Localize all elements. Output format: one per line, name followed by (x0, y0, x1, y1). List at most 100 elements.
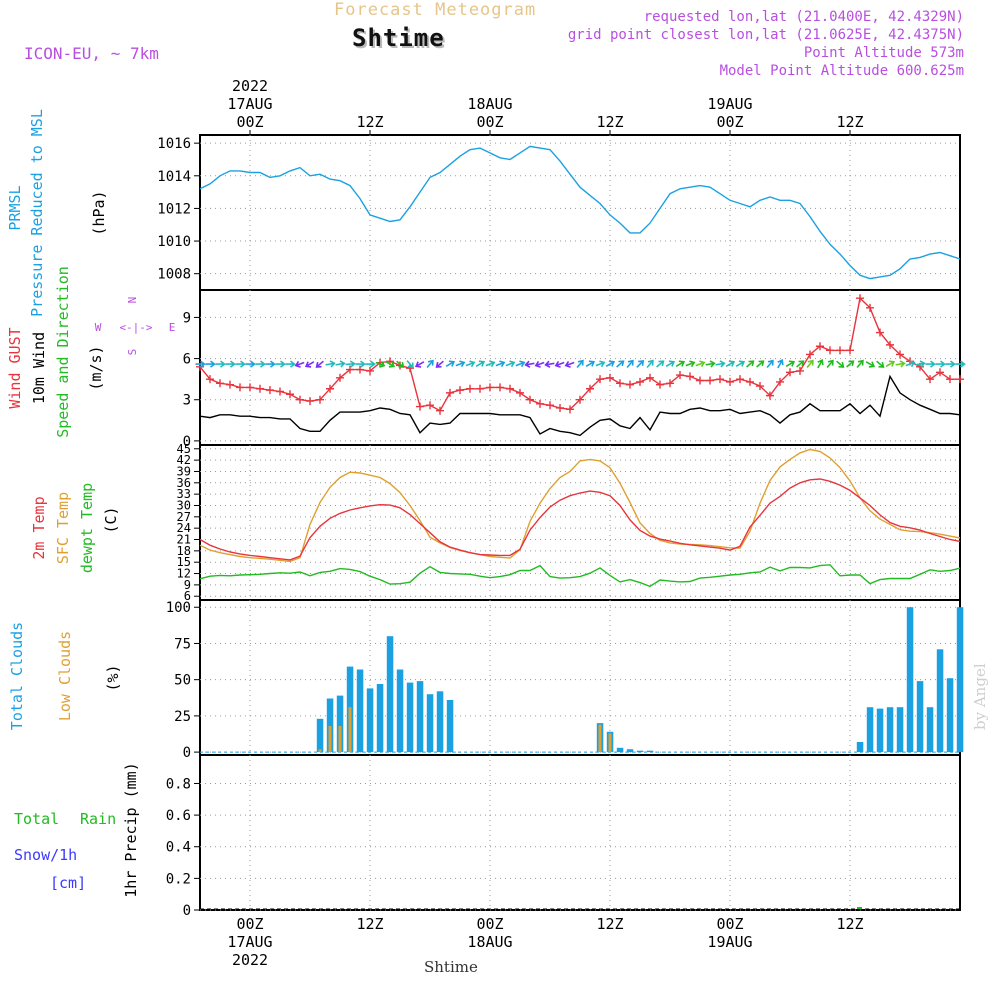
y-tick-label: 18 (177, 544, 191, 558)
wind-direction-arrow (756, 360, 765, 368)
y-tick-label: 9 (183, 310, 191, 326)
wind-direction-arrow (915, 360, 926, 368)
y-tick-label: 0 (183, 745, 191, 761)
wind-direction-arrow (414, 361, 425, 368)
wind-direction-arrow (636, 359, 645, 368)
requested-coords: requested lon,lat (21.0400E, 42.4329N) (643, 9, 964, 25)
total-cloud-bar (886, 707, 894, 753)
total-cloud-bar (926, 707, 934, 753)
gust-marker (496, 383, 504, 392)
label-total: Total (14, 810, 59, 828)
wind-direction-arrow (554, 360, 565, 368)
wind-direction-arrow (865, 361, 876, 368)
wind-direction-arrow (576, 359, 584, 369)
y-tick-label: 6 (183, 352, 191, 368)
gust-marker (776, 377, 784, 386)
total-cloud-bar (376, 684, 384, 753)
gust-marker (686, 372, 694, 381)
gust-marker (306, 397, 314, 406)
top-time-label: 00Z (476, 113, 503, 131)
wind-direction-arrow (876, 360, 885, 368)
gust-marker (616, 379, 624, 388)
wind-direction-arrow (665, 360, 676, 367)
wind-direction-arrow (524, 360, 535, 368)
compass-axis: <-|-> (119, 321, 152, 334)
total-cloud-bar (396, 669, 404, 753)
gust-marker (666, 379, 674, 388)
wind-direction-arrow (836, 360, 845, 368)
label-ms: (m/s) (87, 345, 105, 390)
top-time-label: 19AUG (707, 95, 752, 113)
total-cloud-bar (356, 669, 364, 753)
total-cloud-bar (646, 750, 654, 753)
wind-direction-arrow (945, 360, 956, 368)
y-tick-label: 12 (177, 567, 191, 581)
gust-marker (346, 365, 354, 374)
wind-direction-arrow (715, 360, 726, 368)
total-cloud-bar (946, 678, 954, 753)
total-cloud-bar (446, 700, 454, 753)
y-tick-label: 0.2 (166, 871, 191, 887)
wind-direction-arrow (856, 359, 864, 369)
y-tick-label: 15 (177, 555, 191, 569)
dewpoint-line (199, 564, 961, 588)
gust-marker (736, 375, 744, 384)
gust-marker (926, 375, 934, 384)
label-speed-direction: Speed and Direction (54, 266, 72, 438)
gust-marker (816, 342, 824, 351)
wind-direction-arrow (304, 361, 315, 368)
compass-n: N (126, 297, 139, 304)
wind-direction-arrow (245, 360, 256, 368)
total-cloud-bar (856, 742, 864, 753)
total-cloud-bar (316, 718, 324, 753)
gust-marker (336, 373, 344, 382)
gridpoint-coords: grid point closest lon,lat (21.0625E, 42… (567, 27, 964, 43)
bottom-time-label: 00Z (476, 915, 503, 933)
label-10m-wind: 10m Wind (30, 332, 48, 404)
y-tick-label: 25 (174, 709, 191, 725)
wind-direction-arrow (325, 360, 336, 368)
wind-direction-arrow (315, 360, 324, 368)
wind-direction-arrow (255, 360, 266, 368)
wind-direction-arrow (365, 360, 376, 368)
top-time-label: 12Z (836, 113, 863, 131)
gust-marker (856, 294, 864, 303)
temp-sfc-line (199, 448, 961, 563)
y-tick-label: 45 (177, 442, 191, 456)
gust-marker (466, 384, 474, 393)
gust-marker (516, 388, 524, 397)
gust-marker (366, 366, 374, 375)
total-cloud-bar (336, 695, 344, 753)
total-cloud-bar (626, 749, 634, 753)
wind-direction-arrow (846, 360, 855, 368)
label-snow: Snow/1h (14, 846, 77, 864)
wind-direction-arrow (285, 360, 296, 368)
wind-direction-arrow (905, 360, 916, 368)
bottom-time-label: 12Z (836, 915, 863, 933)
gust-marker (716, 375, 724, 384)
gust-marker (256, 384, 264, 393)
credit: by Angel (971, 663, 989, 730)
gust-marker (806, 350, 814, 359)
gust-marker (436, 406, 444, 415)
y-tick-label: 50 (174, 673, 191, 689)
wind-direction-arrow (335, 360, 346, 368)
gust-marker (506, 384, 514, 393)
low-cloud-bar (608, 733, 612, 753)
compass-e: E (169, 321, 176, 334)
gust-marker (956, 375, 964, 384)
wind-direction-arrow (225, 360, 236, 368)
gust-marker (566, 405, 574, 414)
gust-marker (676, 371, 684, 380)
wind-direction-arrow (396, 360, 405, 368)
wind-direction-arrow (955, 360, 966, 368)
wind-direction-arrow (735, 360, 746, 367)
label-dewpt-temp: dewpt Temp (78, 483, 96, 573)
gust-marker (456, 386, 464, 395)
bottom-time-label: 19AUG (707, 933, 752, 951)
gust-marker (866, 303, 874, 312)
bottom-time-label: 18AUG (467, 933, 512, 951)
gust-marker (536, 399, 544, 408)
label-low-clouds: Low Clouds (56, 631, 74, 721)
